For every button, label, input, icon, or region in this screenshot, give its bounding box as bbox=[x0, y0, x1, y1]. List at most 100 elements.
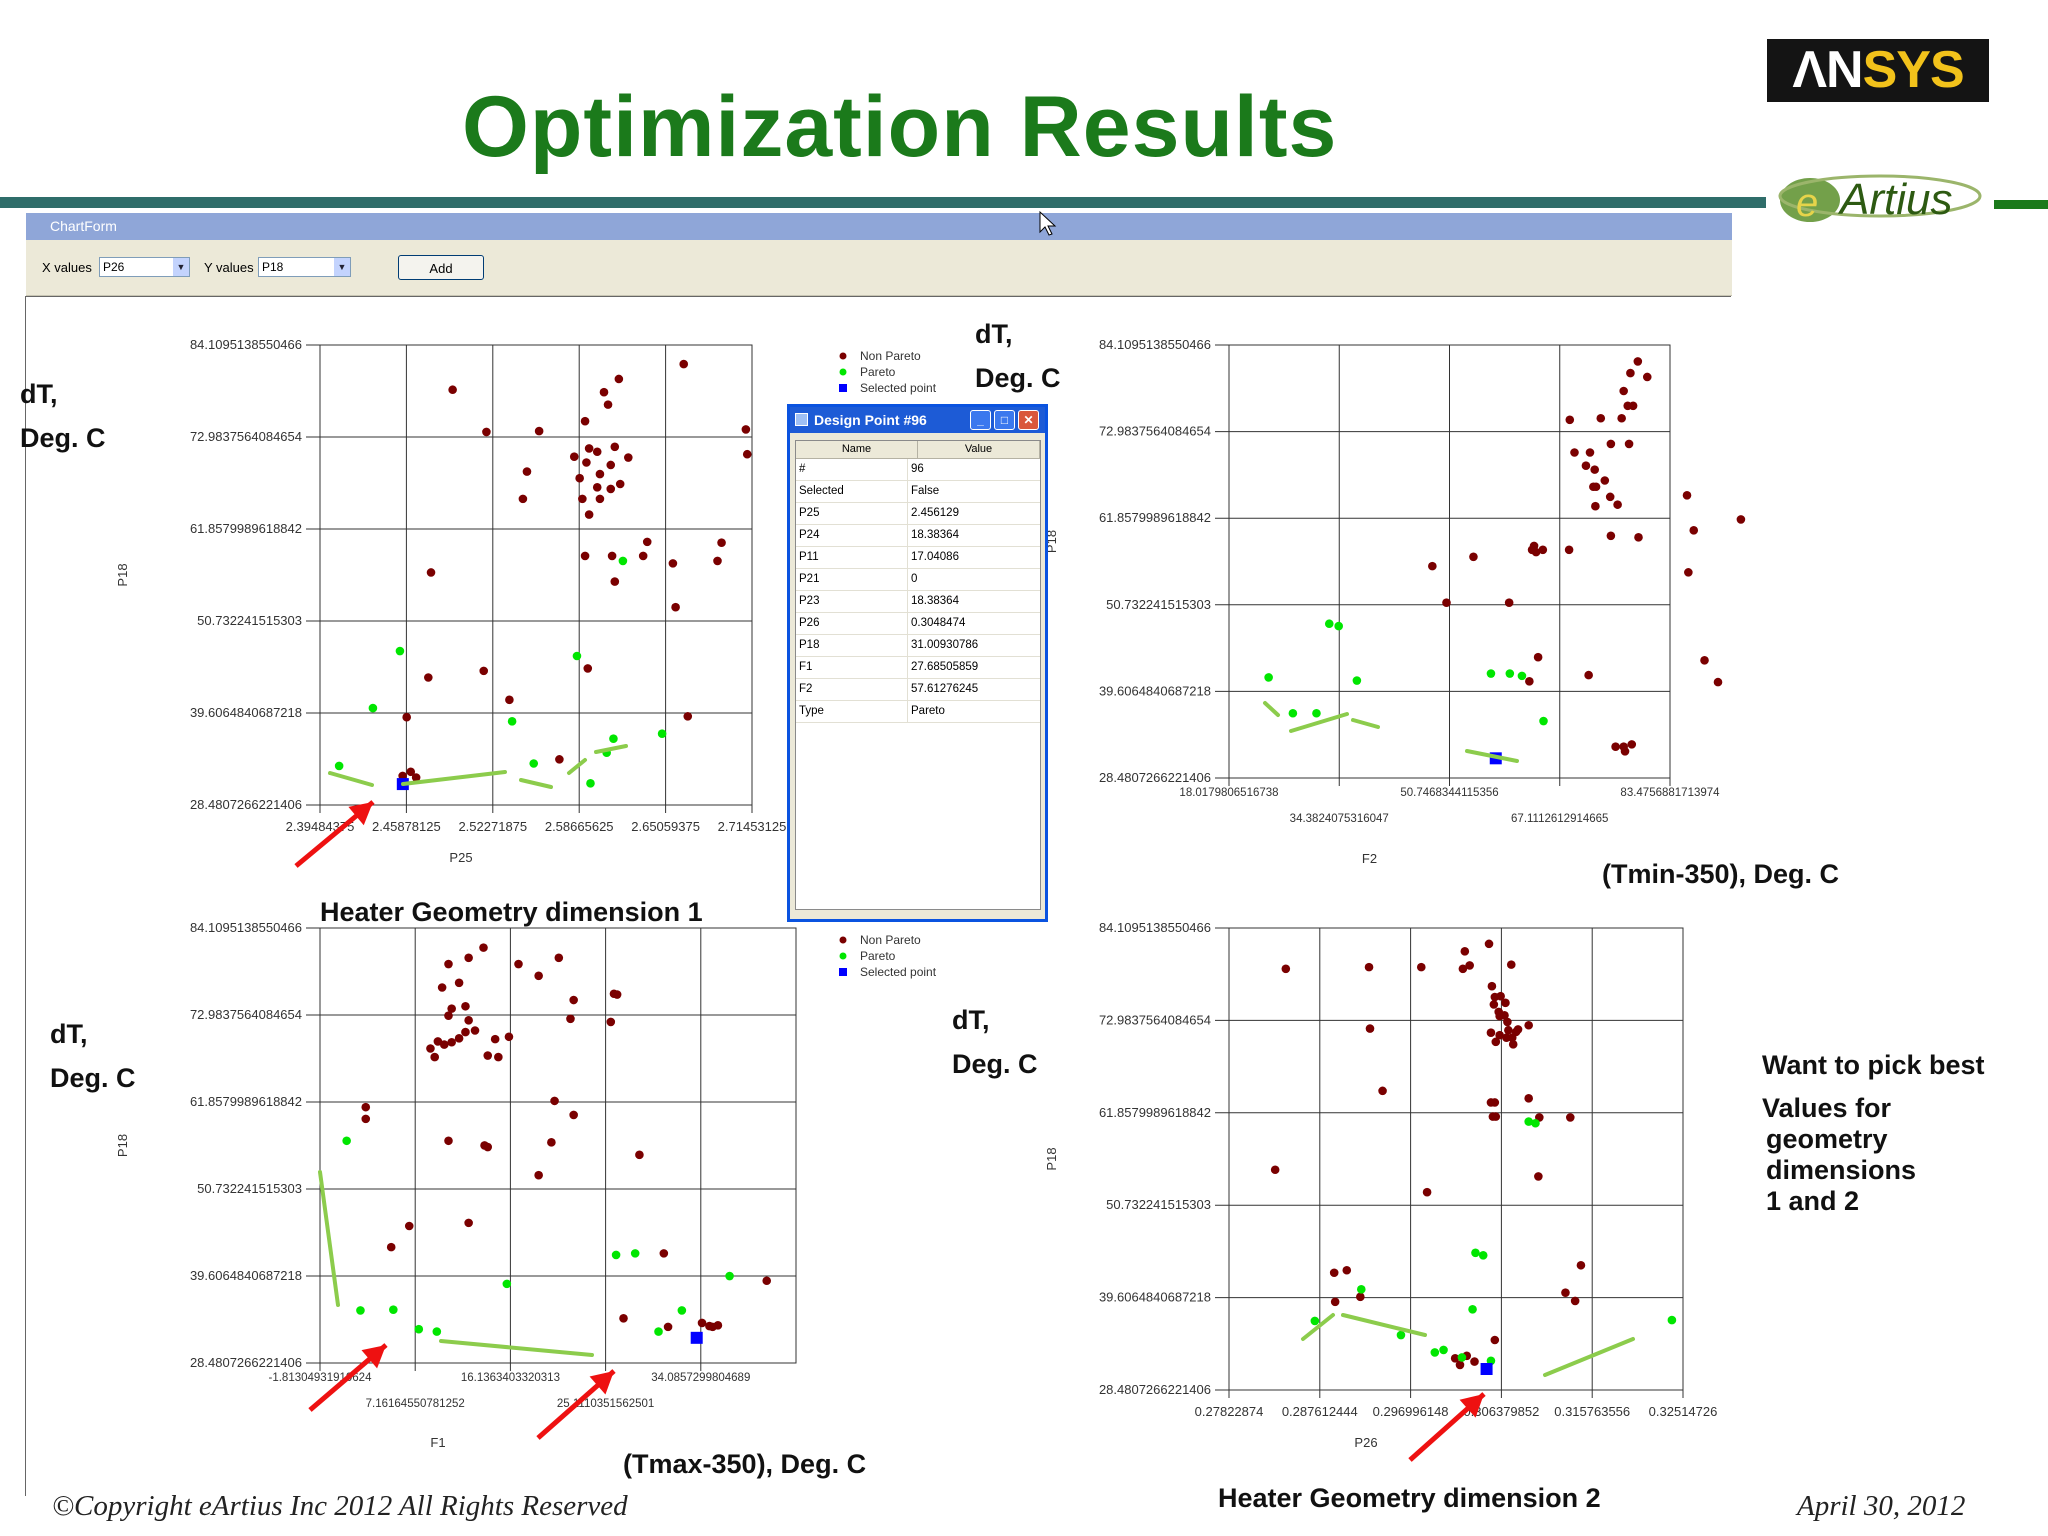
x-tick-label: 50.7468344115356 bbox=[1400, 787, 1498, 799]
table-row[interactable]: P18 31.00930786 bbox=[796, 635, 1040, 657]
x-tick-label: 0.287612444 bbox=[1282, 1404, 1358, 1419]
pareto-point bbox=[342, 1136, 351, 1146]
non-pareto-point bbox=[1628, 401, 1638, 411]
y-tick-label: 39.6064840687218 bbox=[190, 705, 302, 720]
annotation-tmin: (Tmin-350), Deg. C bbox=[1602, 859, 1840, 889]
non-pareto-point bbox=[606, 460, 616, 470]
non-pareto-point bbox=[610, 442, 620, 452]
x-tick-label: 83.4756881713974 bbox=[1620, 787, 1720, 799]
y-tick-label: 50.732241515303 bbox=[197, 1181, 302, 1196]
non-pareto-point bbox=[1495, 1011, 1504, 1021]
y-tick-label: 61.8579989618842 bbox=[190, 1094, 302, 1109]
pareto-point bbox=[1471, 1248, 1480, 1258]
non-pareto-point bbox=[1455, 1360, 1465, 1370]
non-pareto-point bbox=[1591, 501, 1600, 511]
table-row[interactable]: P11 17.04086 bbox=[796, 547, 1040, 569]
table-row[interactable]: #96 bbox=[796, 459, 1040, 481]
y-tick-label: 84.1095138550466 bbox=[1099, 337, 1211, 352]
non-pareto-point bbox=[402, 712, 411, 722]
selected-point bbox=[690, 1331, 703, 1344]
non-pareto-point bbox=[1590, 465, 1600, 474]
cell-name: P24 bbox=[796, 525, 908, 546]
non-pareto-point bbox=[447, 1037, 456, 1047]
annotation-geo-dim-2: Heater Geometry dimension 2 bbox=[1218, 1483, 1601, 1513]
table-row[interactable]: P23 18.38364 bbox=[796, 591, 1040, 613]
pareto-point bbox=[618, 556, 628, 566]
non-pareto-point bbox=[592, 447, 602, 457]
title-rule-right bbox=[1994, 200, 2048, 209]
note-line-1: Want to pick best bbox=[1762, 1050, 1985, 1080]
non-pareto-point bbox=[1490, 1335, 1500, 1345]
scatter-chart-2: 28.4807266221406 39.6064840687218 50.73224… bbox=[1044, 337, 1746, 866]
non-pareto-point bbox=[1634, 533, 1643, 542]
table-row[interactable]: Selected False bbox=[796, 481, 1040, 503]
table-row[interactable]: Type Pareto bbox=[796, 701, 1040, 723]
cell-value: 18.38364 bbox=[911, 529, 959, 541]
non-pareto-point bbox=[1642, 372, 1652, 382]
x-values-selected: P26 bbox=[103, 260, 125, 274]
non-pareto-point bbox=[1450, 1353, 1460, 1363]
table-row[interactable]: F1 27.68505859 bbox=[796, 657, 1040, 679]
non-pareto-point bbox=[659, 1249, 669, 1258]
non-pareto-point bbox=[1533, 652, 1543, 662]
cell-value: 96 bbox=[911, 463, 924, 475]
close-icon[interactable]: ✕ bbox=[1018, 410, 1039, 430]
pareto-point bbox=[356, 1306, 365, 1315]
title-rule bbox=[0, 197, 1766, 208]
cell-name: Type bbox=[796, 701, 908, 722]
non-pareto-point bbox=[569, 452, 579, 462]
pareto-point bbox=[1468, 1304, 1477, 1314]
table-row[interactable]: P21 0 bbox=[796, 569, 1040, 591]
maximize-icon[interactable]: □ bbox=[994, 410, 1015, 430]
plot-frame bbox=[1228, 927, 1684, 1391]
non-pareto-point bbox=[482, 427, 491, 437]
pareto-front-stroke bbox=[439, 1339, 594, 1357]
table-row[interactable]: P25 2.456129 bbox=[796, 503, 1040, 525]
chevron-down-icon[interactable]: ▼ bbox=[334, 258, 350, 276]
design-point-titlebar[interactable]: Design Point #96 _ □ ✕ bbox=[790, 407, 1045, 433]
annotation-tmax: (Tmax-350), Deg. C bbox=[623, 1449, 867, 1479]
svg-text:Artius: Artius bbox=[1837, 175, 1952, 224]
x-tick-label: 0.315763556 bbox=[1554, 1404, 1630, 1419]
selected-point bbox=[1480, 1363, 1493, 1375]
red-arrow-head bbox=[348, 802, 373, 826]
non-pareto-point bbox=[697, 1318, 707, 1328]
pareto-front-stroke bbox=[594, 744, 628, 754]
table-row[interactable]: P24 18.38364 bbox=[796, 525, 1040, 547]
table-row[interactable]: F2 57.61276245 bbox=[796, 679, 1040, 701]
non-pareto-point bbox=[683, 712, 693, 721]
non-pareto-point bbox=[361, 1102, 371, 1112]
annotation-dt-4: dT, bbox=[952, 1005, 990, 1035]
y-values-select[interactable]: P18 ▼ bbox=[258, 257, 351, 277]
legend-marker-non-pareto bbox=[839, 936, 847, 944]
x-values-select[interactable]: P26 ▼ bbox=[99, 257, 190, 277]
legend-label: Selected point bbox=[860, 965, 937, 979]
cell-name: P23 bbox=[796, 591, 908, 612]
y-tick-label: 39.6064840687218 bbox=[190, 1268, 302, 1283]
chartform-titlebar[interactable]: ChartForm bbox=[26, 213, 1732, 240]
non-pareto-point bbox=[595, 494, 605, 504]
non-pareto-point bbox=[1364, 962, 1374, 972]
pareto-point bbox=[1439, 1345, 1448, 1355]
non-pareto-point bbox=[606, 484, 616, 494]
non-pareto-point bbox=[1626, 368, 1635, 378]
column-header-name[interactable]: Name bbox=[796, 441, 918, 458]
non-pareto-point bbox=[1570, 1296, 1580, 1306]
non-pareto-point bbox=[1689, 526, 1699, 535]
non-pareto-point bbox=[464, 1016, 473, 1025]
chartform-toolbar: X values P26 ▼ Y values P18 ▼ Add bbox=[26, 240, 1732, 296]
non-pareto-point bbox=[1486, 1028, 1496, 1038]
pareto-point bbox=[1457, 1353, 1467, 1362]
table-row[interactable]: P26 0.3048474 bbox=[796, 613, 1040, 635]
chart-area bbox=[25, 296, 1731, 1496]
pareto-front-stroke bbox=[1301, 1313, 1335, 1341]
design-point-window[interactable]: Design Point #96 _ □ ✕ Name Value #96 Sel… bbox=[787, 404, 1048, 922]
non-pareto-point bbox=[584, 510, 594, 519]
non-pareto-point bbox=[447, 1004, 456, 1013]
non-pareto-point bbox=[534, 1170, 543, 1180]
column-header-value[interactable]: Value bbox=[918, 441, 1040, 458]
minimize-icon[interactable]: _ bbox=[970, 410, 991, 430]
x-values-label: X values bbox=[42, 260, 92, 275]
add-button[interactable]: Add bbox=[398, 255, 484, 280]
chevron-down-icon[interactable]: ▼ bbox=[173, 258, 189, 276]
